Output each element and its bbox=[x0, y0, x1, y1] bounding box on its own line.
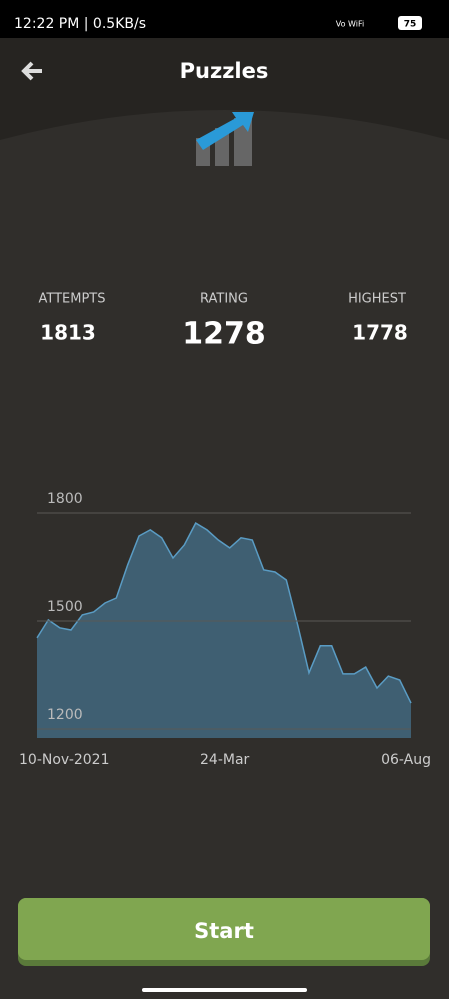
status-time: 12:22 PM | 0.5KB/s bbox=[14, 16, 146, 32]
header-bg bbox=[0, 38, 449, 140]
area bbox=[37, 523, 411, 738]
battery-level: 75 bbox=[404, 20, 417, 30]
stat-label: HIGHEST bbox=[348, 292, 406, 307]
y-tick-label: 1200 bbox=[47, 707, 83, 723]
home-indicator bbox=[142, 988, 307, 992]
stat-value: 1813 bbox=[40, 321, 96, 345]
status-bar bbox=[0, 0, 449, 38]
back-button[interactable] bbox=[21, 61, 42, 81]
stat-label: RATING bbox=[200, 292, 248, 307]
puzzle-icon bbox=[196, 112, 254, 166]
start-button-label[interactable]: Start bbox=[194, 919, 254, 943]
stat-value: 1778 bbox=[352, 321, 408, 345]
x-tick-label: 24-Mar bbox=[200, 752, 250, 768]
x-tick-label: 06-Aug bbox=[381, 752, 431, 768]
status-network: Vo WiFi bbox=[336, 20, 365, 29]
stat-label: ATTEMPTS bbox=[39, 292, 106, 307]
start-button[interactable] bbox=[18, 898, 430, 960]
x-tick-label: 10-Nov-2021 bbox=[19, 752, 110, 768]
line bbox=[36, 522, 412, 704]
y-tick-label: 1800 bbox=[47, 491, 83, 507]
stat-value: 1278 bbox=[182, 317, 266, 352]
battery-icon bbox=[398, 16, 422, 30]
chart: 1200 1500 1800 10-Nov-2021 24-Mar 06-Aug bbox=[19, 491, 431, 768]
y-tick-label: 1500 bbox=[47, 599, 83, 615]
header-title: Puzzles bbox=[180, 59, 269, 83]
